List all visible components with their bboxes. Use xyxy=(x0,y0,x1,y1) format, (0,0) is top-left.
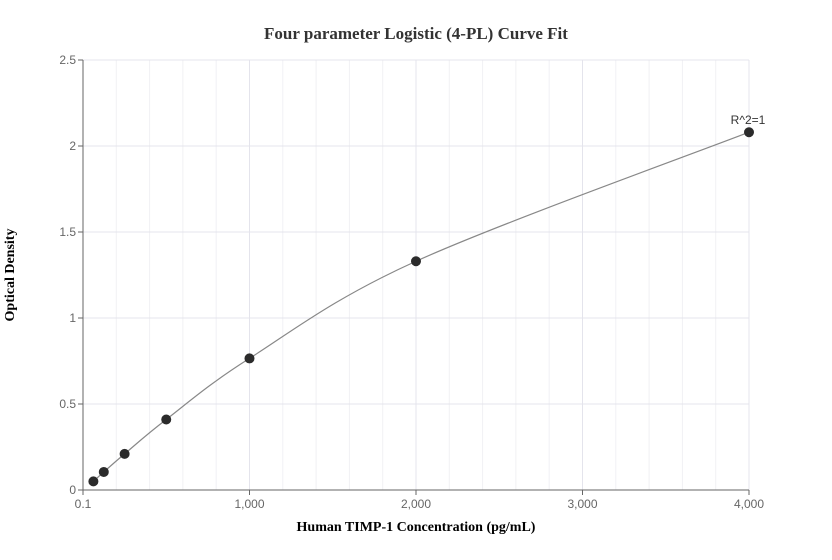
x-tick-label: 1,000 xyxy=(234,497,264,511)
data-point xyxy=(744,127,754,138)
x-tick-label: 3,000 xyxy=(567,497,597,511)
chart-title: Four parameter Logistic (4-PL) Curve Fit xyxy=(264,24,568,43)
data-point xyxy=(119,448,130,459)
data-point xyxy=(244,353,255,364)
y-axis-title: Optical Density xyxy=(3,229,18,322)
x-tick-label: 0.1 xyxy=(75,497,92,511)
x-tick-label: 4,000 xyxy=(734,497,764,511)
r-squared-annotation: R^2=1 xyxy=(731,113,766,127)
data-point xyxy=(98,466,109,477)
data-point xyxy=(161,414,172,425)
y-tick-label: 0.5 xyxy=(59,397,76,411)
y-tick-label: 1 xyxy=(69,311,76,325)
y-tick-label: 0 xyxy=(69,483,76,497)
data-point xyxy=(410,256,421,267)
y-axis-ticks: 0 0.5 1 1.5 2 2.5 xyxy=(59,53,83,497)
fit-curve-line xyxy=(92,131,750,482)
minor-gridlines xyxy=(115,60,717,490)
x-axis-title: Human TIMP-1 Concentration (pg/mL) xyxy=(297,520,536,535)
y-tick-label: 2.5 xyxy=(59,53,76,67)
x-tick-label: 2,000 xyxy=(401,497,431,511)
y-tick-label: 1.5 xyxy=(59,225,76,239)
x-axis-ticks: 0.1 1,000 2,000 3,000 4,000 xyxy=(75,490,764,511)
data-points xyxy=(88,127,754,487)
data-point xyxy=(88,476,99,487)
y-tick-label: 2 xyxy=(69,139,76,153)
